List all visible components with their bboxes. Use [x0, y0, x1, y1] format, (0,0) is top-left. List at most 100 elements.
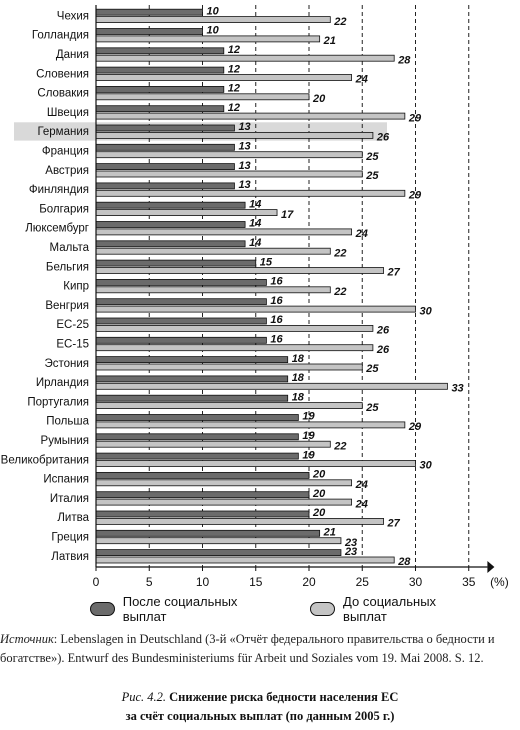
bar-before-row-7 — [95, 151, 363, 159]
value-label-after-row-0: 10 — [207, 5, 220, 17]
category-label-row-27: Греция — [51, 532, 89, 544]
legend-label-before: До социальных выплат — [343, 594, 437, 624]
value-label-after-row-6: 13 — [238, 121, 250, 133]
bar-after-row-18 — [95, 356, 289, 364]
value-label-after-row-16: 16 — [270, 314, 283, 326]
bar-before-row-21 — [95, 421, 406, 429]
category-label-row-11: Люксембург — [25, 223, 89, 235]
x-tick-label-15: 15 — [249, 575, 263, 589]
source-text: : Lebenslagen in Deutschland (3-й «Отчёт… — [0, 632, 495, 665]
value-label-after-row-10: 14 — [249, 198, 261, 210]
bar-after-row-17 — [95, 336, 267, 344]
bar-after-row-20 — [95, 394, 289, 402]
bar-after-row-10 — [95, 201, 246, 209]
bar-after-row-7 — [95, 143, 235, 151]
source-label: Источник — [0, 632, 54, 646]
value-label-before-row-22: 22 — [333, 440, 346, 452]
value-label-before-row-2: 28 — [397, 54, 411, 66]
value-label-before-row-27: 23 — [344, 537, 357, 549]
bar-after-row-26 — [95, 510, 310, 518]
bar-before-row-6 — [95, 131, 374, 139]
category-label-row-10: Болгария — [39, 203, 89, 215]
bar-after-row-5 — [95, 105, 225, 113]
value-label-after-row-9: 13 — [238, 179, 250, 191]
category-label-row-7: Франция — [42, 146, 89, 158]
bar-before-row-5 — [95, 112, 406, 120]
bar-before-row-24 — [95, 479, 353, 487]
value-label-after-row-7: 13 — [238, 141, 250, 153]
bar-before-row-26 — [95, 518, 384, 525]
bar-before-row-15 — [95, 305, 416, 313]
category-label-row-13: Бельгия — [46, 261, 89, 273]
category-label-row-4: Словакия — [37, 88, 89, 100]
bar-after-row-0 — [95, 8, 203, 16]
value-label-after-row-12: 14 — [249, 237, 261, 249]
category-label-row-24: Испания — [43, 474, 89, 486]
bar-after-row-11 — [95, 221, 246, 228]
value-label-before-row-0: 22 — [333, 16, 346, 28]
x-tick-label-20: 20 — [302, 575, 316, 589]
category-label-row-8: Австрия — [45, 165, 89, 177]
bar-before-row-22 — [95, 440, 331, 448]
value-label-before-row-6: 26 — [376, 132, 390, 144]
value-label-before-row-5: 29 — [408, 112, 422, 124]
legend-item-before: До социальных выплат — [310, 594, 476, 624]
value-label-after-row-15: 16 — [270, 295, 283, 307]
value-label-before-row-9: 29 — [408, 190, 422, 202]
bar-after-row-24 — [95, 471, 310, 479]
caption-title-line2: за счёт социальных выплат (по данным 200… — [125, 709, 395, 723]
category-label-row-22: Румыния — [41, 435, 89, 447]
bar-chart: Чехия 10 22 Голландия 10 21 Дания 12 28 Словения 1… — [1, 5, 509, 589]
bar-before-row-11 — [95, 228, 353, 236]
value-label-before-row-24: 24 — [355, 479, 368, 491]
bar-before-row-1 — [95, 35, 321, 43]
bar-after-row-21 — [95, 414, 299, 421]
category-label-row-28: Латвия — [51, 551, 89, 563]
bar-after-row-6 — [95, 124, 235, 132]
value-label-before-row-10: 17 — [281, 209, 294, 221]
x-tick-label-30: 30 — [409, 575, 423, 589]
x-tick-label-5: 5 — [146, 575, 153, 589]
bar-before-row-16 — [95, 324, 374, 332]
bar-before-row-13 — [95, 267, 384, 274]
bar-after-row-23 — [95, 452, 299, 460]
value-label-before-row-17: 26 — [376, 344, 390, 356]
bar-after-row-22 — [95, 433, 299, 441]
value-label-before-row-18: 25 — [365, 363, 379, 375]
value-label-before-row-13: 27 — [387, 267, 401, 279]
category-label-row-21: Польша — [46, 416, 89, 428]
bar-before-row-19 — [95, 382, 448, 390]
category-label-row-14: Кипр — [63, 281, 89, 293]
value-label-after-row-25: 20 — [312, 488, 326, 500]
value-label-after-row-3: 12 — [228, 63, 240, 75]
value-label-before-row-20: 25 — [365, 402, 379, 414]
category-label-row-3: Словения — [36, 68, 89, 80]
bar-after-row-3 — [95, 66, 225, 74]
value-label-before-row-15: 30 — [420, 305, 433, 317]
legend-label-after: После социальных выплат — [122, 594, 238, 624]
bar-before-row-23 — [95, 460, 416, 467]
bar-after-row-19 — [95, 375, 289, 383]
value-label-before-row-23: 30 — [420, 460, 433, 472]
value-label-after-row-18: 18 — [292, 353, 305, 365]
value-label-after-row-5: 12 — [228, 102, 240, 114]
bar-before-row-27 — [95, 537, 342, 545]
value-label-before-row-7: 25 — [365, 151, 379, 163]
bar-before-row-3 — [95, 74, 353, 81]
value-label-after-row-17: 16 — [270, 334, 283, 346]
legend-item-after: После социальных выплат — [90, 594, 276, 624]
category-label-row-1: Голландия — [32, 30, 89, 42]
bar-after-row-9 — [95, 182, 235, 190]
value-label-before-row-4: 20 — [312, 93, 326, 105]
x-unit-label: (%) — [490, 575, 509, 589]
value-label-after-row-1: 10 — [207, 25, 220, 37]
value-label-after-row-23: 19 — [302, 449, 315, 461]
bar-before-row-17 — [95, 344, 374, 352]
value-label-before-row-26: 27 — [387, 518, 401, 530]
value-label-before-row-1: 21 — [323, 35, 336, 47]
bar-after-row-4 — [95, 86, 225, 93]
value-label-after-row-4: 12 — [228, 83, 240, 95]
value-label-before-row-19: 33 — [451, 383, 463, 395]
bar-before-row-0 — [95, 16, 331, 24]
category-label-row-17: ЕС-15 — [56, 339, 89, 351]
